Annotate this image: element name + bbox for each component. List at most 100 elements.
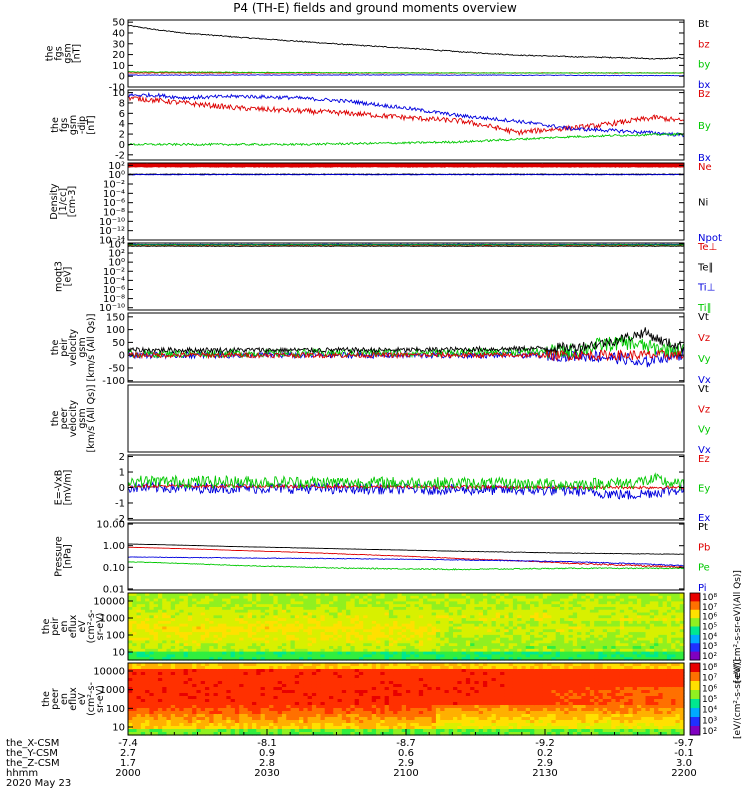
panel-ion-eflux-cell [350, 629, 356, 633]
panel-ion-eflux-cell [500, 637, 505, 642]
panel-ion-eflux-cell [401, 606, 407, 611]
panel-ion-eflux-cell [431, 615, 437, 619]
panel-ion-eflux-cell [307, 640, 313, 644]
panel-ion-eflux-cell [311, 593, 317, 597]
panel-electron-eflux-cell [384, 669, 390, 673]
panel-ion-eflux-cell [196, 604, 202, 608]
panel-ion-eflux-cell [423, 609, 428, 614]
panel-electron-eflux-cell [393, 663, 399, 667]
panel-ion-eflux-cell [534, 609, 540, 614]
panel-ion-eflux-cell [252, 651, 257, 656]
panel-ion-eflux-cell [435, 612, 441, 616]
panel-ion-eflux-cell [397, 618, 403, 622]
panel-ion-eflux-cell [230, 634, 236, 639]
panel-electron-eflux-cell [277, 678, 283, 682]
panel-electron-eflux-cell [153, 720, 159, 724]
panel-ion-eflux-cell [371, 609, 377, 614]
panel-ion-eflux-cell [662, 657, 668, 661]
panel-ion-eflux-cell [482, 657, 488, 661]
panel-ion-eflux-cell [333, 601, 339, 605]
panel-electron-eflux-cell [299, 693, 304, 697]
panel-electron-eflux-cell [264, 690, 270, 694]
panel-ion-eflux-cell [290, 657, 296, 661]
panel-ion-eflux-cell [273, 618, 279, 622]
panel-ion-eflux-cell [658, 634, 664, 639]
panel-ion-eflux-cell [358, 634, 364, 639]
panel-ion-eflux-cell [281, 648, 287, 653]
panel-ion-eflux-cell [534, 643, 540, 647]
panel-ion-eflux-cell [645, 620, 651, 625]
panel-ion-eflux-cell [286, 604, 292, 608]
panel-ion-eflux-ylabel-line: eflux [68, 614, 79, 638]
panel-electron-eflux-cell [162, 675, 168, 679]
panel-electron-eflux-cell [247, 702, 253, 706]
panel-ion-eflux-cell [187, 618, 193, 622]
panel-electron-eflux-cell [320, 675, 326, 679]
panel-ion-eflux-cell [213, 637, 219, 642]
panel-ion-eflux-cell [662, 612, 668, 616]
panel-ion-eflux-cell [324, 595, 330, 600]
panel-electron-eflux-cell [204, 681, 210, 685]
panel-ion-eflux-cell [530, 654, 535, 658]
panel-electron-eflux-cell [371, 678, 377, 682]
panel-ion-eflux-cell [200, 654, 206, 658]
panel-ion-eflux-cell [209, 646, 215, 650]
panel-ion-eflux-cell [376, 657, 381, 661]
panel-electron-eflux-cell [175, 732, 180, 736]
panel-electron-eflux-cell [170, 681, 176, 685]
panel-electron-eflux-cell [149, 696, 155, 700]
panel-ion-eflux-cell [226, 637, 232, 642]
panel-electron-eflux-cell [324, 696, 330, 700]
panel-ion-eflux-cell [521, 606, 527, 611]
panel-efield-series-ey-line [127, 472, 685, 492]
panel-ion-eflux-cell [256, 632, 262, 636]
panel-electron-eflux-cell [324, 684, 330, 688]
panel-ion-eflux-cell [397, 629, 403, 633]
panel-ion-eflux-cell [294, 637, 300, 642]
panel-ion-eflux-cell [260, 629, 266, 633]
panel-ion-eflux-cell [380, 595, 386, 600]
panel-ion-eflux-cell [619, 601, 625, 605]
panel-electron-eflux-cell [294, 699, 300, 703]
panel-ion-eflux-cell [444, 654, 450, 658]
panel-ion-eflux-cell [166, 623, 172, 628]
panel-ion-eflux-cell [316, 612, 322, 616]
panel-electron-eflux-cell [149, 684, 155, 688]
panel-electron-eflux-cell [252, 666, 257, 670]
panel-electron-eflux-cell [320, 681, 326, 685]
panel-ion-eflux-cell [641, 643, 647, 647]
panel-electron-eflux-cell [397, 714, 403, 718]
panel-ion-eflux-cell [564, 637, 570, 642]
panel-ion-eflux-cell [384, 637, 390, 642]
panel-ion-eflux-cell [521, 604, 527, 608]
panel-ion-eflux-cell [217, 615, 223, 619]
panel-electron-eflux-cell [299, 705, 304, 709]
panel-ion-eflux-cell [179, 634, 185, 639]
panel-ion-eflux-cell [247, 626, 253, 630]
panel-electron-eflux-cell [209, 675, 215, 679]
panel-ion-eflux-cell [551, 629, 557, 633]
panel-ion-eflux-cell [200, 598, 206, 602]
panel-ion-eflux-cell [641, 651, 647, 656]
panel-ion-eflux-cell [234, 604, 240, 608]
panel-ion-eflux-cell [346, 609, 351, 614]
panel-ion-eflux-cell [252, 654, 257, 658]
panel-ion-eflux-cell [157, 598, 163, 602]
panel-ion-eflux-cell [555, 618, 561, 622]
panel-electron-eflux-cell [281, 729, 287, 733]
panel-ion-eflux-cell [500, 604, 505, 608]
panel-electron-eflux-cell [226, 705, 232, 709]
panel-electron-eflux-cell [346, 693, 351, 697]
panel-electron-eflux-cell [252, 678, 257, 682]
panel-electron-eflux-cell [341, 711, 347, 715]
panel-ion-eflux-cell [585, 595, 591, 600]
panel-ion-eflux-cell [187, 640, 193, 644]
panel-electron-eflux-cell [145, 696, 150, 700]
panel-electron-eflux-cell [196, 720, 202, 724]
panel-ion-eflux-cell [581, 618, 587, 622]
panel-ion-eflux-cell [406, 618, 411, 622]
panel-ion-eflux-cell [376, 634, 381, 639]
panel-electron-eflux-cell [136, 690, 142, 694]
panel-ion-eflux-cell [487, 654, 493, 658]
panel-ion-eflux-cell [406, 643, 411, 647]
